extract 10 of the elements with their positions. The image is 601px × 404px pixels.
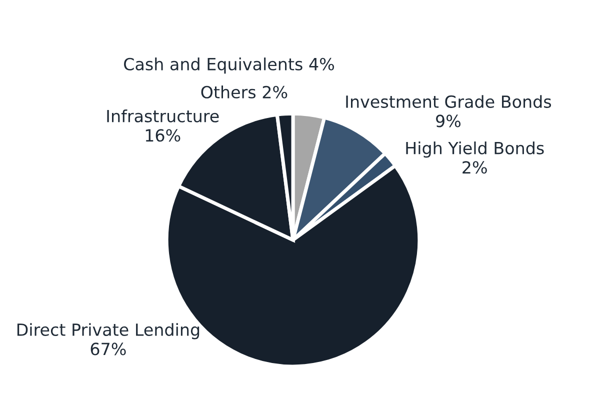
data-label: 9%	[436, 114, 460, 128]
data-label: 16%	[146, 129, 180, 142]
slice-label: Infrastructure	[107, 109, 219, 122]
data-label: 67%	[90, 342, 126, 356]
slice-label: Investment Grade Bonds	[346, 95, 552, 108]
slice-label: Direct Private Lending	[17, 323, 200, 340]
slice-label: Cash and Equivalents 4%	[124, 58, 334, 74]
data-label: 2%	[462, 161, 487, 174]
slice-label: High Yield Bonds	[406, 141, 544, 158]
slice-label: Others 2%	[201, 86, 288, 98]
